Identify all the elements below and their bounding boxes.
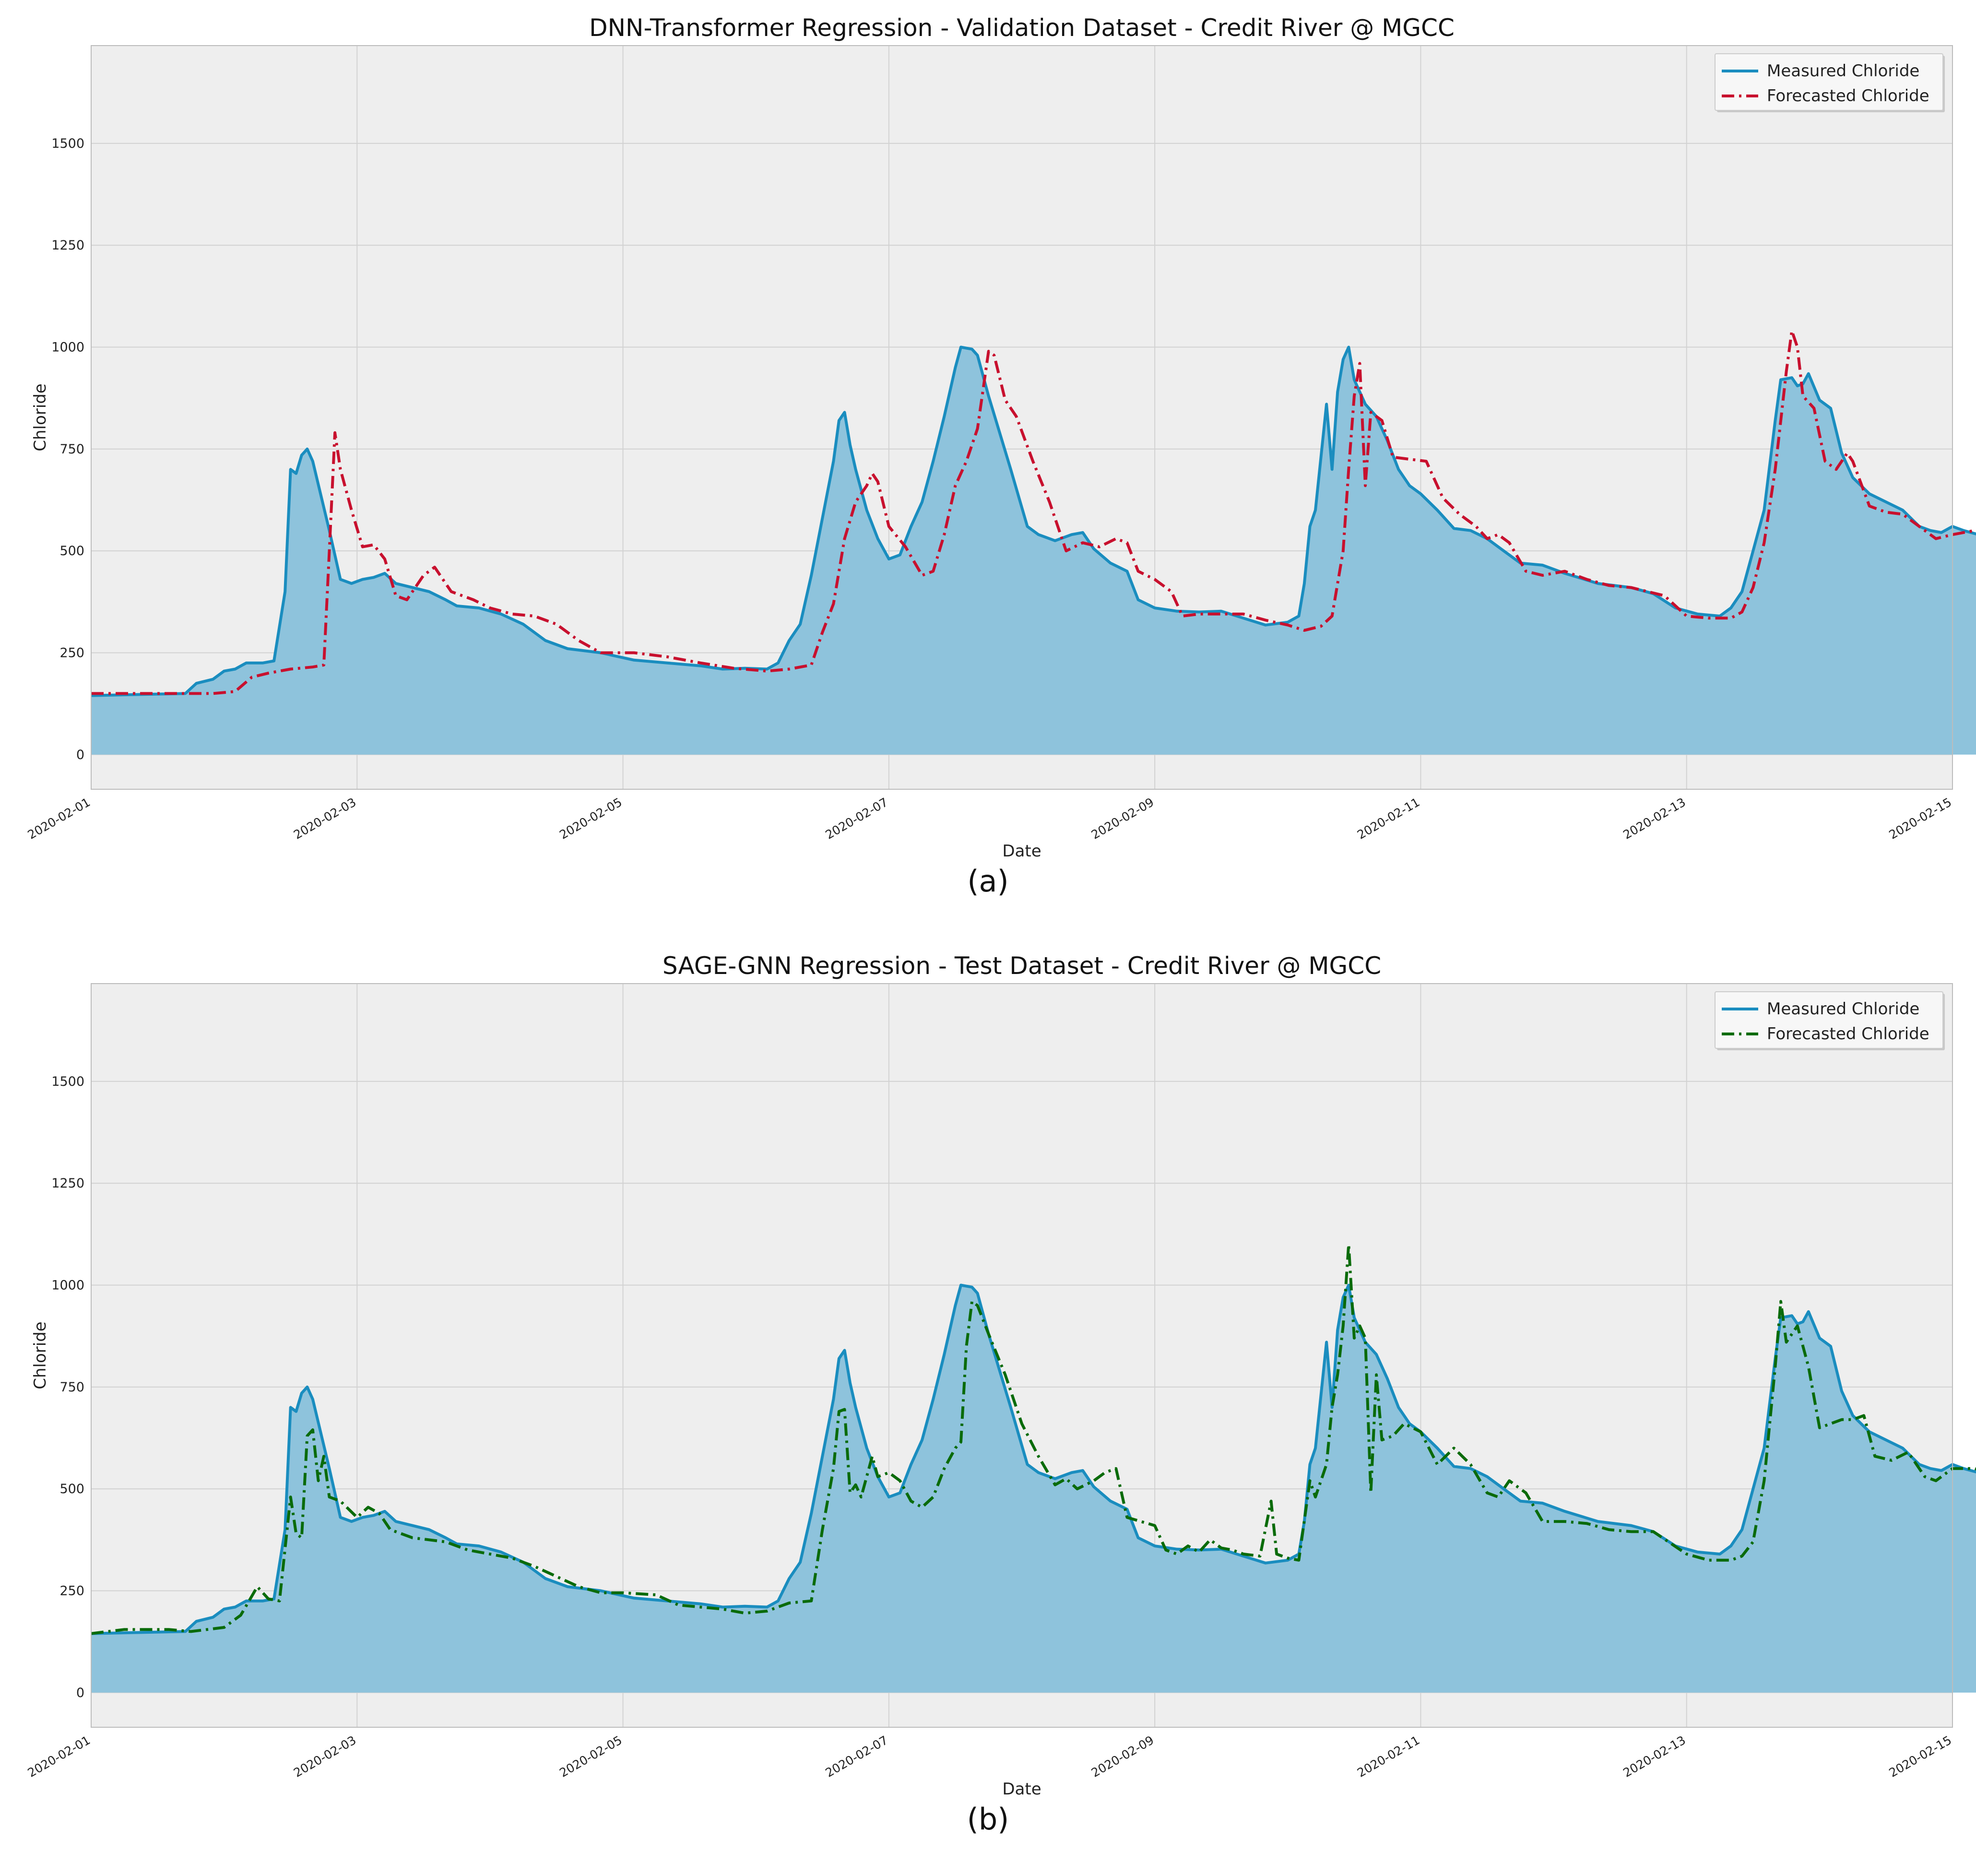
- x-tick-label: 2020-02-15: [1887, 795, 1954, 842]
- x-tick-label: 2020-02-11: [1355, 795, 1422, 842]
- measured-chloride-line: [91, 1283, 1976, 1635]
- y-axis-label: Chloride: [31, 1321, 50, 1389]
- plot-frame: [91, 45, 1953, 790]
- x-tick-label: 2020-02-03: [291, 1733, 358, 1780]
- y-tick-label: 500: [59, 1482, 84, 1496]
- chart-title: SAGE-GNN Regression - Test Dataset - Cre…: [663, 952, 1381, 980]
- measured-chloride-line: [91, 345, 1976, 697]
- x-tick-label: 2020-02-05: [557, 795, 624, 842]
- chart-panel-a: 0 250 500 750 1000 1250 1500 2020-02-01 2020-02-…: [25, 14, 1976, 899]
- y-axis-label: Chloride: [31, 383, 50, 451]
- y-tick-label: 250: [59, 1583, 84, 1598]
- x-tick-label: 2020-02-09: [1089, 1733, 1156, 1780]
- x-tick-label: 2020-02-01: [25, 795, 93, 842]
- chart-panel-b: 0 250 500 750 1000 1250 1500 2020-02-01 2020-02-…: [0, 938, 1976, 1876]
- y-tick-label: 750: [59, 442, 84, 457]
- panel-label-a: (a): [967, 864, 1009, 899]
- x-tick-label: 2020-02-15: [1887, 1733, 1954, 1780]
- x-tick-label: 2020-02-11: [1355, 1733, 1422, 1780]
- chart-b: 0 250 500 750 1000 1250 1500 2020-02-01 2020-02-…: [25, 952, 1976, 1799]
- measured-chloride-area: [91, 347, 1976, 755]
- panel-label-b: (b): [967, 1802, 1009, 1837]
- x-tick-label: 2020-02-07: [823, 795, 890, 842]
- forecasted-chloride-line: [91, 329, 1976, 695]
- legend-box: [1715, 53, 1943, 111]
- x-tick-label: 2020-02-09: [1089, 795, 1156, 842]
- legend-label-measured: Measured Chloride: [1767, 61, 1919, 81]
- x-axis-label: Date: [1002, 1780, 1041, 1799]
- y-tick-label: 0: [76, 748, 84, 762]
- x-tick-label: 2020-02-03: [291, 795, 358, 842]
- y-tick-label: 1000: [51, 340, 84, 355]
- legend-label-measured: Measured Chloride: [1767, 999, 1919, 1019]
- plot-frame: [91, 983, 1953, 1728]
- x-axis-label: Date: [1002, 842, 1041, 861]
- y-tick-label: 750: [59, 1380, 84, 1395]
- x-tick-label: 2020-02-07: [823, 1733, 890, 1780]
- y-tick-label: 1250: [51, 1176, 84, 1191]
- measured-chloride-area: [91, 1285, 1976, 1693]
- y-tick-label: 1250: [51, 238, 84, 253]
- legend-label-forecast: Forecasted Chloride: [1767, 1024, 1929, 1044]
- x-tick-label: 2020-02-01: [25, 1733, 93, 1780]
- x-tick-label: 2020-02-13: [1621, 795, 1688, 842]
- y-tick-label: 1000: [51, 1278, 84, 1293]
- chart-title: DNN-Transformer Regression - Validation …: [589, 14, 1455, 42]
- y-tick-label: 500: [59, 544, 84, 558]
- y-tick-label: 250: [59, 645, 84, 660]
- y-tick-label: 1500: [51, 136, 84, 151]
- forecasted-chloride-line: [91, 1243, 1976, 1635]
- y-tick-label: 0: [76, 1686, 84, 1700]
- y-tick-label: 1500: [51, 1074, 84, 1089]
- legend-box: [1715, 991, 1943, 1049]
- x-tick-label: 2020-02-13: [1621, 1733, 1688, 1780]
- x-tick-label: 2020-02-05: [557, 1733, 624, 1780]
- legend-label-forecast: Forecasted Chloride: [1767, 86, 1929, 106]
- chart-a: 0 250 500 750 1000 1250 1500 2020-02-01 2020-02-…: [25, 14, 1976, 861]
